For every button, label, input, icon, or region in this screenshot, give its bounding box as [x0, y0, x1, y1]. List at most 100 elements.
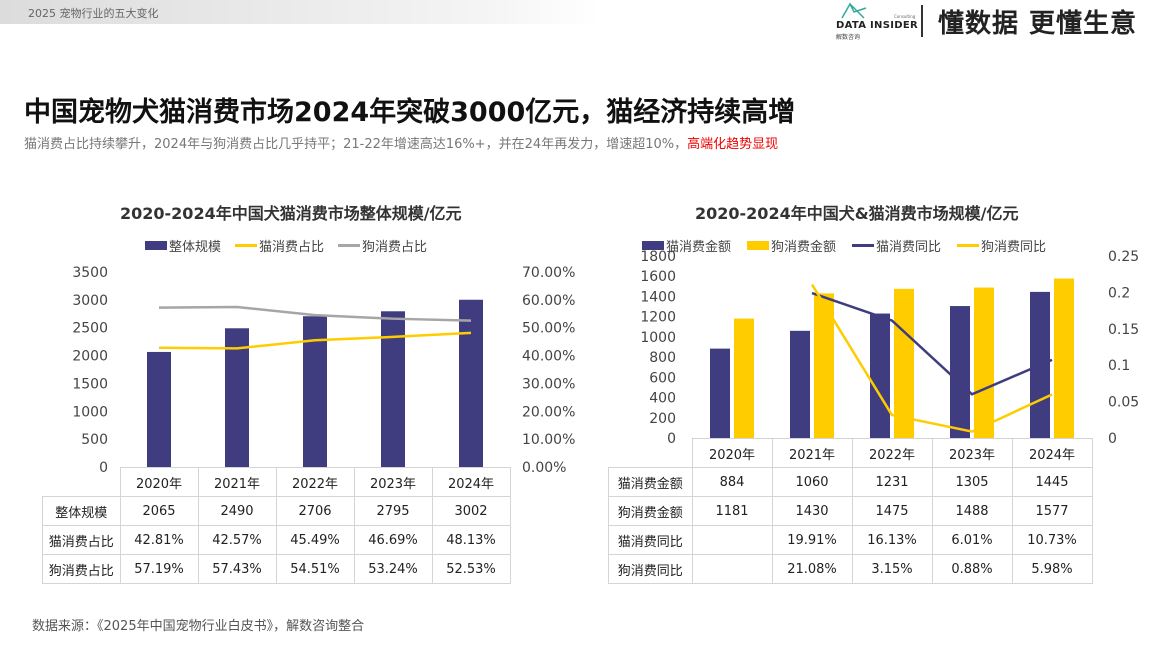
series-line — [158, 305, 472, 322]
data-label: 48.13% — [431, 525, 511, 555]
table-row: 狗消费同比 21.08% 3.15% 0.88% 5.98% — [608, 554, 1093, 584]
data-label: 3.15% — [851, 554, 933, 584]
divider — [921, 5, 923, 37]
right-chart-legend: 猫消费金额 狗消费金额 猫消费同比 狗消费同比 — [642, 236, 1046, 255]
y2-tick-label: 10.00% — [522, 432, 575, 448]
data-label: 1475 — [851, 496, 933, 526]
x-tick-label: 2022年 — [851, 438, 933, 468]
data-label: 1231 — [851, 467, 933, 497]
y2-tick-label: 70.00% — [522, 265, 575, 281]
data-label: 1430 — [771, 496, 853, 526]
data-label: 2065 — [119, 496, 199, 526]
bar — [225, 328, 249, 467]
y2-tick-label: 0.00% — [522, 460, 566, 476]
table-row: 猫消费金额 884 1060 1231 1305 1445 — [608, 467, 1093, 497]
page-subtitle: 猫消费占比持续攀升，2024年与狗消费占比几乎持平；21-22年增速高达16%+… — [24, 133, 778, 152]
y2-tick-label: 20.00% — [522, 404, 575, 420]
y-tick-label: 2000 — [72, 349, 108, 365]
logo-mark-icon — [841, 2, 867, 19]
data-label: 2706 — [275, 496, 355, 526]
bar — [381, 311, 405, 467]
row-label: 猫消费金额 — [608, 467, 693, 497]
y-tick-label: 3500 — [72, 265, 108, 281]
data-label — [691, 554, 773, 584]
x-tick-label: 2020年 — [119, 467, 199, 497]
table-row: 猫消费同比 19.91% 16.13% 6.01% 10.73% — [608, 525, 1093, 555]
y-tick-label: 3000 — [72, 293, 108, 309]
data-label: 6.01% — [931, 525, 1013, 555]
y-tick-label: 1500 — [72, 376, 108, 392]
source-note: 数据来源：《2025年中国宠物行业白皮书》，解数咨询整合 — [32, 619, 365, 634]
legend-item: 狗消费同比 — [957, 236, 1046, 255]
table-row: 整体规模 2065 2490 2706 2795 3002 — [42, 496, 511, 526]
y2-tick-label: 40.00% — [522, 349, 575, 365]
data-label: 3002 — [431, 496, 511, 526]
y2-tick-label: 60.00% — [522, 293, 575, 309]
section-bar: 2025 宠物行业的五大变化 — [0, 0, 600, 24]
data-label: 54.51% — [275, 554, 355, 584]
row-label: 狗消费同比 — [608, 554, 693, 584]
data-label: 45.49% — [275, 525, 355, 555]
logo-sub: 解数咨询 — [836, 34, 861, 41]
data-label: 1060 — [771, 467, 853, 497]
right-data-table: 2020年 2021年 2022年 2023年 2024年 猫消费金额 884 1060 123… — [608, 438, 1093, 584]
subtitle-text: 猫消费占比持续攀升，2024年与狗消费占比几乎持平；21-22年增速高达16%+… — [24, 137, 688, 152]
logo-consulting: Consulting — [894, 14, 916, 19]
left-chart-title: 2020-2024年中国犬猫消费市场整体规模/亿元 — [120, 204, 462, 223]
data-label: 2490 — [197, 496, 277, 526]
x-tick-label: 2023年 — [353, 467, 433, 497]
subtitle-highlight: 高端化趋势显现 — [687, 137, 779, 152]
data-label: 1305 — [931, 467, 1013, 497]
row-label: 整体规模 — [42, 496, 121, 526]
bar — [459, 299, 483, 467]
y2-tick-label: 50.00% — [522, 321, 575, 337]
row-label: 狗消费金额 — [608, 496, 693, 526]
legend-item: 猫消费同比 — [852, 236, 941, 255]
data-label: 42.57% — [197, 525, 277, 555]
x-tick-label: 2021年 — [197, 467, 277, 497]
legend-item: 狗消费占比 — [338, 236, 427, 255]
table-row: 狗消费金额 1181 1430 1475 1488 1577 — [608, 496, 1093, 526]
data-label: 1445 — [1011, 467, 1093, 497]
series-line — [158, 331, 472, 350]
legend-item: 猫消费金额 — [642, 236, 731, 255]
data-label: 52.53% — [431, 554, 511, 584]
y-tick-label: 1000 — [72, 404, 108, 420]
section-label: 2025 宠物行业的五大变化 — [28, 7, 159, 20]
data-label: 1488 — [931, 496, 1013, 526]
page-title: 中国宠物犬猫消费市场2024年突破3000亿元，猫经济持续高增 — [24, 97, 796, 128]
logo: Consulting DATA INSIDER 解数咨询 — [836, 2, 918, 41]
data-label: 46.69% — [353, 525, 433, 555]
legend-item: 狗消费金额 — [747, 236, 836, 255]
left-data-table: 2020年 2021年 2022年 2023年 2024年 整体规模 2065 2490 270… — [42, 467, 511, 584]
x-tick-label: 2022年 — [275, 467, 355, 497]
data-label — [691, 525, 773, 555]
data-label: 0.88% — [931, 554, 1013, 584]
x-tick-label: 2024年 — [1011, 438, 1093, 468]
y2-tick-label: 30.00% — [522, 376, 575, 392]
data-label: 1181 — [691, 496, 773, 526]
slogan: 懂数据 更懂生意 — [938, 9, 1138, 39]
data-label: 53.24% — [353, 554, 433, 584]
row-label: 狗消费占比 — [42, 554, 121, 584]
table-row: 狗消费占比 57.19% 57.43% 54.51% 53.24% 52.53% — [42, 554, 511, 584]
x-tick-label: 2020年 — [691, 438, 773, 468]
x-tick-label: 2023年 — [931, 438, 1013, 468]
y-tick-label: 0 — [99, 460, 108, 476]
data-label: 16.13% — [851, 525, 933, 555]
left-chart-legend: 整体规模 猫消费占比 狗消费占比 — [145, 236, 427, 255]
bar — [147, 351, 171, 467]
data-label: 21.08% — [771, 554, 853, 584]
logo-text: DATA INSIDER — [836, 20, 918, 31]
data-label: 1577 — [1011, 496, 1093, 526]
data-label: 2795 — [353, 496, 433, 526]
data-label: 42.81% — [119, 525, 199, 555]
row-label: 猫消费同比 — [608, 525, 693, 555]
right-chart-title: 2020-2024年中国犬&猫消费市场规模/亿元 — [695, 204, 1019, 223]
data-label: 19.91% — [771, 525, 853, 555]
y-tick-label: 500 — [81, 432, 108, 448]
data-label: 884 — [691, 467, 773, 497]
x-tick-label: 2021年 — [771, 438, 853, 468]
row-label: 猫消费占比 — [42, 525, 121, 555]
